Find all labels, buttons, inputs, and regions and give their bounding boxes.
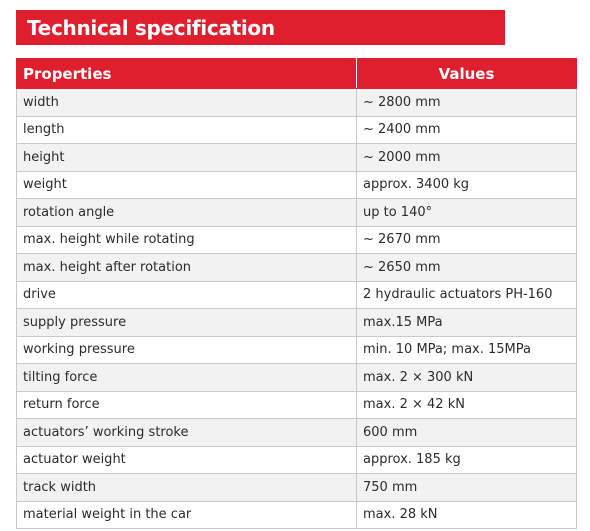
table-row: max. height after rotation ~ 2650 mm xyxy=(16,253,577,282)
property-cell: actuator weight xyxy=(16,445,357,474)
property-cell: actuators’ working stroke xyxy=(16,418,357,447)
property-cell: height xyxy=(16,143,357,172)
property-cell: max. height while rotating xyxy=(16,225,357,254)
value-cell: approx. 185 kg xyxy=(356,445,577,474)
value-cell: ~ 2670 mm xyxy=(356,225,577,254)
value-cell: ~ 2650 mm xyxy=(356,253,577,282)
table-row: tilting force max. 2 × 300 kN xyxy=(16,363,577,392)
value-cell: ~ 2000 mm xyxy=(356,143,577,172)
header-properties: Properties xyxy=(16,58,357,89)
value-cell: max.15 MPa xyxy=(356,308,577,337)
table-row: width ~ 2800 mm xyxy=(16,88,577,117)
property-cell: return force xyxy=(16,390,357,419)
table-row: track width 750 mm xyxy=(16,473,577,502)
header-values: Values xyxy=(356,58,577,89)
value-cell: up to 140° xyxy=(356,198,577,227)
table-row: material weight in the car max. 28 kN xyxy=(16,500,577,529)
property-cell: length xyxy=(16,115,357,144)
section-title: Technical specification xyxy=(16,10,505,45)
table-row: actuator weight approx. 185 kg xyxy=(16,445,577,474)
property-cell: track width xyxy=(16,473,357,502)
value-cell: max. 28 kN xyxy=(356,500,577,529)
table-row: drive 2 hydraulic actuators PH-160 xyxy=(16,280,577,309)
table-row: max. height while rotating ~ 2670 mm xyxy=(16,225,577,254)
table-row: rotation angle up to 140° xyxy=(16,198,577,227)
value-cell: ~ 2800 mm xyxy=(356,88,577,117)
value-cell: max. 2 × 42 kN xyxy=(356,390,577,419)
property-cell: drive xyxy=(16,280,357,309)
table-row: length ~ 2400 mm xyxy=(16,115,577,144)
property-cell: rotation angle xyxy=(16,198,357,227)
table-row: actuators’ working stroke 600 mm xyxy=(16,418,577,447)
property-cell: max. height after rotation xyxy=(16,253,357,282)
value-cell: approx. 3400 kg xyxy=(356,170,577,199)
table-row: return force max. 2 × 42 kN xyxy=(16,390,577,419)
value-cell: 750 mm xyxy=(356,473,577,502)
property-cell: material weight in the car xyxy=(16,500,357,529)
value-cell: min. 10 MPa; max. 15MPa xyxy=(356,335,577,364)
property-cell: width xyxy=(16,88,357,117)
value-cell: 600 mm xyxy=(356,418,577,447)
table-row: weight approx. 3400 kg xyxy=(16,170,577,199)
header-row: Properties Values xyxy=(16,58,577,89)
property-cell: tilting force xyxy=(16,363,357,392)
value-cell: max. 2 × 300 kN xyxy=(356,363,577,392)
property-cell: weight xyxy=(16,170,357,199)
property-cell: working pressure xyxy=(16,335,357,364)
spec-table: Properties Values width ~ 2800 mm length ~ … xyxy=(16,58,577,529)
property-cell: supply pressure xyxy=(16,308,357,337)
table-row: supply pressure max.15 MPa xyxy=(16,308,577,337)
table-row: working pressure min. 10 MPa; max. 15MPa xyxy=(16,335,577,364)
value-cell: 2 hydraulic actuators PH-160 xyxy=(356,280,577,309)
section-title-text: Technical specification xyxy=(27,15,275,40)
table-row: height ~ 2000 mm xyxy=(16,143,577,172)
spec-table-header: Properties Values xyxy=(16,58,577,89)
value-cell: ~ 2400 mm xyxy=(356,115,577,144)
spec-table-body: width ~ 2800 mm length ~ 2400 mm height ~ 200… xyxy=(16,88,577,529)
